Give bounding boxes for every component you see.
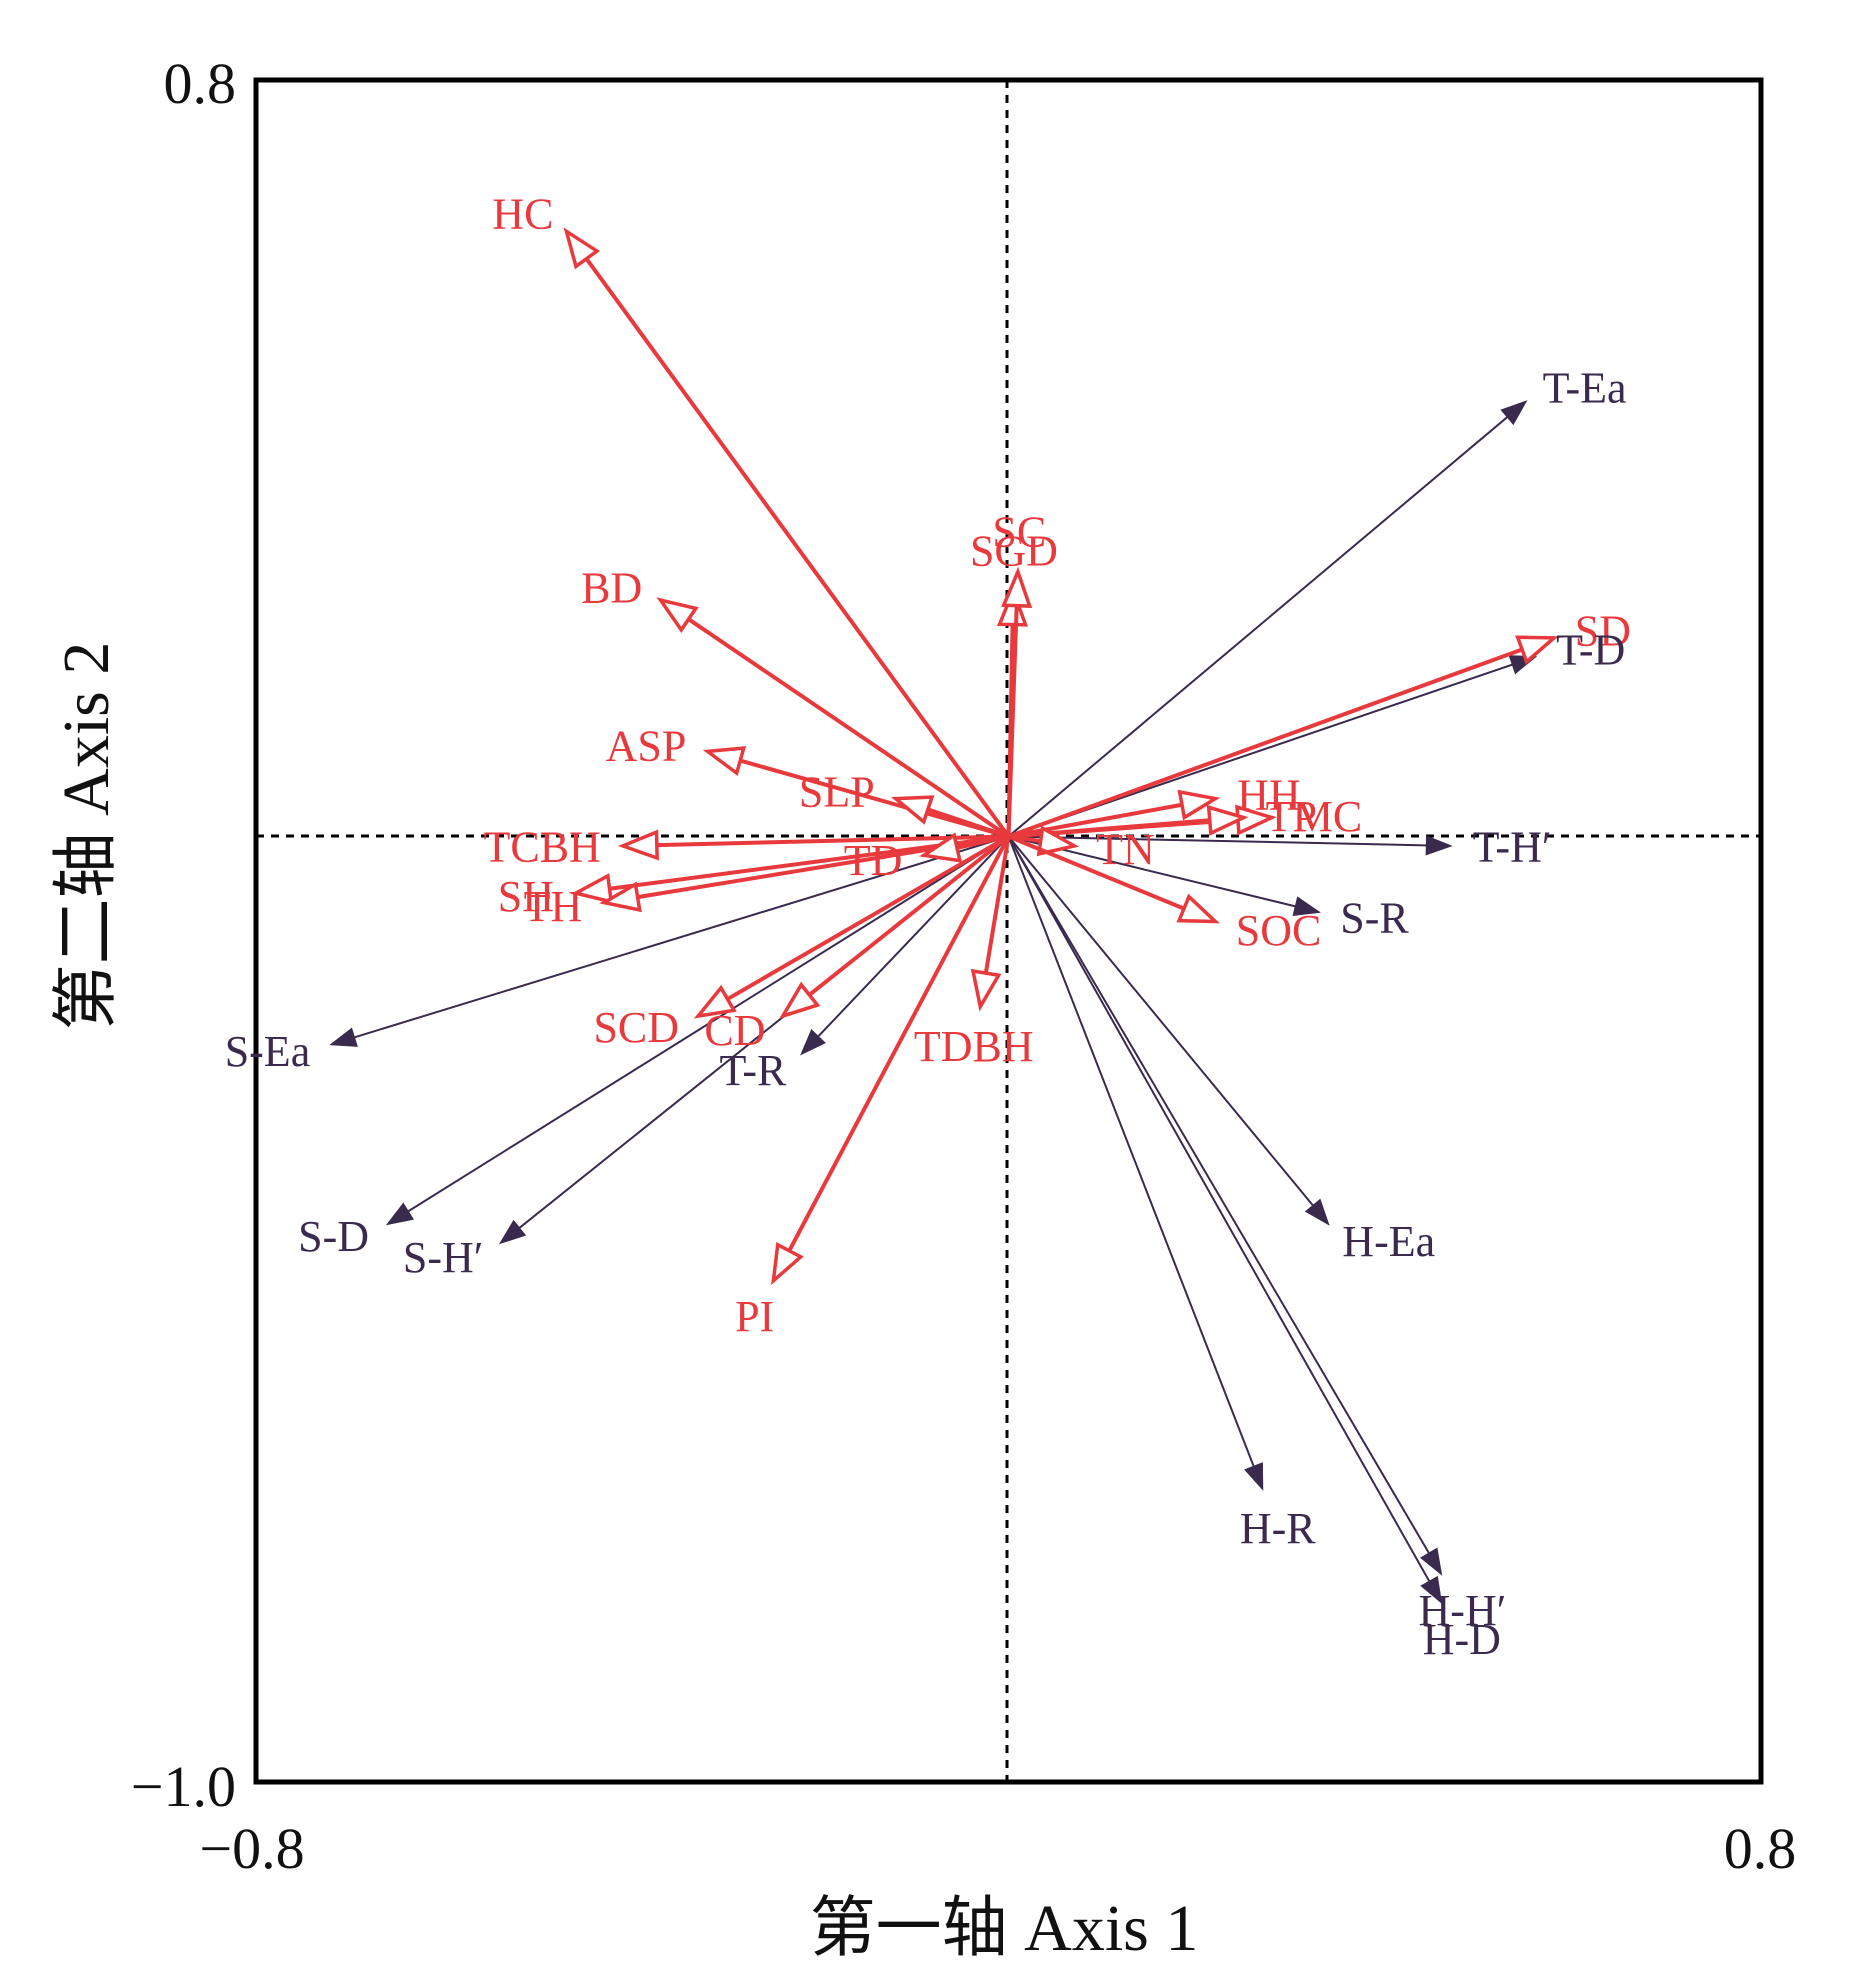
label-tdbh: TDBH (914, 1022, 1034, 1071)
label-t-d: T-D (1556, 626, 1625, 675)
label-asp: ASP (606, 721, 687, 770)
arrow-pi (787, 835, 1011, 1252)
arrowhead-s-h-prime (498, 1219, 527, 1245)
arrow-sc (1006, 605, 1019, 837)
arrowhead-soc (1176, 893, 1220, 924)
arrowhead-asp (702, 746, 747, 777)
arrow-asp (739, 758, 1010, 839)
label-th: TH (524, 882, 583, 931)
x-tick-left: −0.8 (199, 1816, 304, 1881)
diversity-arrows (329, 400, 1538, 1605)
arrow-scd (726, 834, 1010, 1001)
arrowhead-t-h-prime (1425, 835, 1453, 856)
arrow-h-r (1007, 836, 1262, 1486)
arrowhead-th (599, 881, 642, 913)
label-t-h-prime: T-H′ (1473, 822, 1552, 871)
label-s-r: S-R (1340, 893, 1409, 942)
arrowhead-sc (1001, 566, 1033, 608)
label-soc: SOC (1236, 906, 1322, 955)
arrowhead-bd (656, 597, 699, 633)
arrowhead-hc (563, 227, 601, 270)
x-axis-title: 第一轴 Axis 1 (810, 1892, 1199, 1965)
y-tick-bottom: −1.0 (131, 1754, 236, 1819)
label-mc: MC (1294, 792, 1362, 841)
x-tick-right: 0.8 (1724, 1816, 1797, 1881)
arrow-hc (584, 257, 1011, 838)
arrowhead-s-ea (329, 1027, 358, 1047)
label-sh: SH (498, 872, 554, 921)
label-tp: TP (1266, 792, 1317, 841)
label-bd: BD (581, 564, 642, 613)
label-td: TD (844, 836, 903, 885)
arrow-soc (1007, 834, 1185, 911)
arrowhead-t-ea (1500, 400, 1528, 426)
arrow-td (956, 834, 1009, 850)
arrowhead-h-r (1244, 1462, 1264, 1491)
arrow-tdbh (983, 836, 1011, 974)
arrowhead-h-h-prime (1419, 1547, 1443, 1576)
arrowhead-sh (570, 873, 614, 904)
label-sd: SD (1575, 606, 1631, 655)
arrow-h-h-prime (1007, 835, 1441, 1572)
label-scd: SCD (593, 1003, 679, 1052)
label-s-h-prime: S-H′ (403, 1233, 484, 1282)
arrowhead-tn (1036, 825, 1080, 857)
arrowhead-h-d (1420, 1575, 1443, 1605)
arrow-h-ea (1007, 835, 1327, 1222)
arrowhead-s-d (385, 1202, 415, 1226)
label-h-h-prime: H-H′ (1419, 1586, 1507, 1635)
arrow-h-d (1007, 835, 1441, 1600)
arrow-slp (927, 807, 1010, 839)
label-h-r: H-R (1240, 1504, 1316, 1553)
y-tick-top: 0.8 (164, 51, 237, 116)
label-hh: HH (1237, 771, 1301, 820)
arrowhead-tp (1206, 804, 1249, 836)
arrowhead-slp (890, 795, 935, 825)
environment-arrows (563, 227, 1559, 1286)
arrowhead-h-ea (1304, 1198, 1330, 1226)
label-pi: PI (735, 1292, 774, 1341)
arrowhead-sd (1515, 635, 1559, 665)
label-cd: CD (704, 1006, 765, 1055)
arrow-bd (687, 617, 1010, 839)
label-tcbh: TCBH (483, 822, 600, 871)
label-t-ea: T-Ea (1543, 363, 1627, 412)
arrowhead-pi (771, 1241, 804, 1286)
arrowhead-cd (778, 981, 821, 1020)
label-slp: SLP (799, 768, 875, 817)
arrow-cd (808, 834, 1010, 997)
arrowhead-t-r (800, 1029, 826, 1056)
label-h-ea: H-Ea (1342, 1217, 1435, 1266)
label-s-d: S-D (298, 1212, 369, 1261)
arrowhead-sgd (996, 585, 1029, 627)
arrow-s-d (390, 835, 1010, 1223)
arrowhead-td (919, 832, 963, 863)
arrow-hh (1008, 802, 1183, 839)
arrow-t-ea (1007, 403, 1524, 838)
arrowhead-hh (1177, 789, 1221, 821)
arrowhead-scd (693, 984, 737, 1019)
label-s-ea: S-Ea (225, 1027, 311, 1076)
arrow-t-r (803, 835, 1010, 1052)
arrow-t-h-prime (1008, 835, 1447, 847)
label-tn: TN (1096, 825, 1155, 874)
arrowhead-s-r (1292, 896, 1321, 917)
label-hc: HC (492, 190, 553, 239)
arrowhead-tdbh (970, 968, 1002, 1012)
arrowhead-tcbh (617, 829, 659, 861)
label-sc: SC (992, 508, 1046, 557)
label-t-r: T-R (720, 1046, 787, 1095)
arrow-s-ea (334, 835, 1009, 1045)
label-sgd: SGD (970, 527, 1058, 576)
arrow-sd (1007, 647, 1523, 839)
label-h-d: H-D (1423, 1615, 1501, 1664)
y-axis-title: 第二轴 Axis 2 (50, 642, 123, 1031)
